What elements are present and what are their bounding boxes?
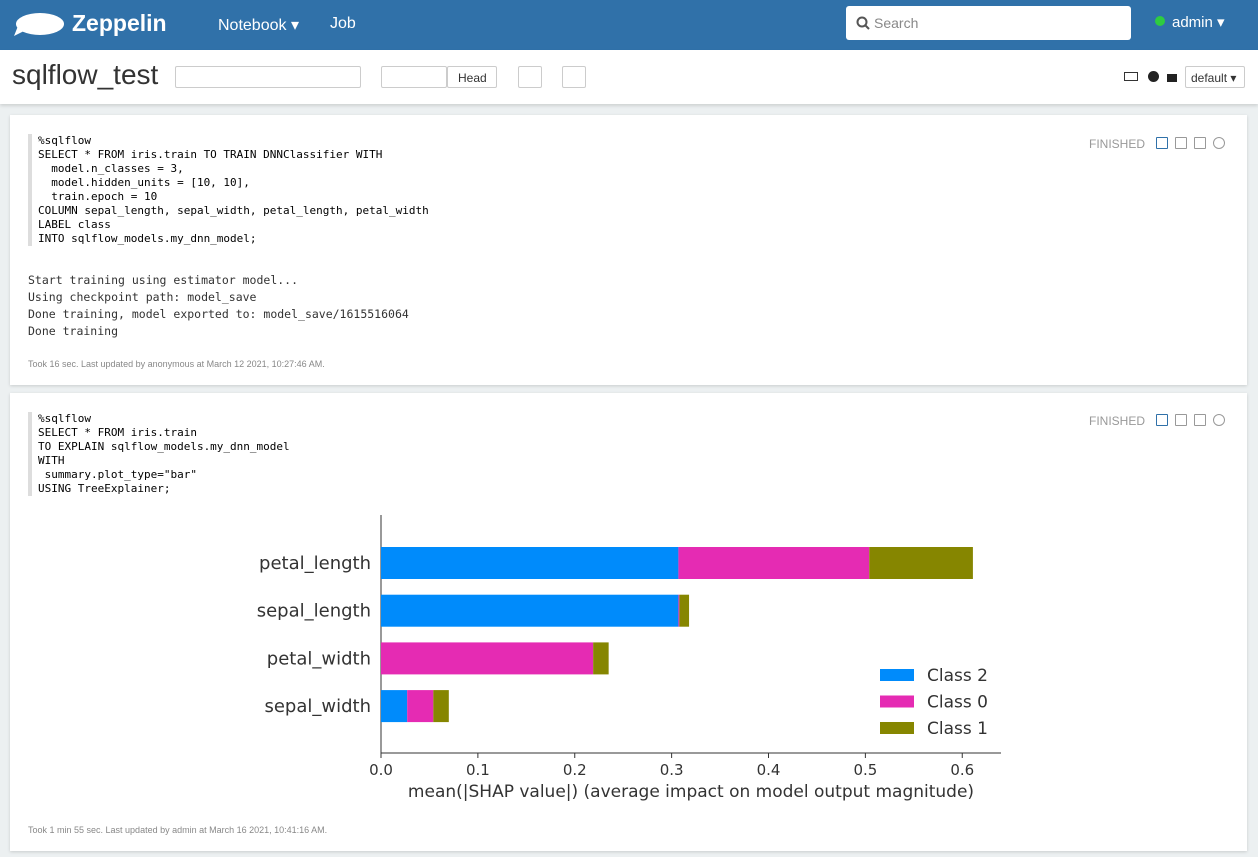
notebook-title[interactable]: sqlflow_test (12, 59, 159, 90)
paragraph-control[interactable] (1213, 414, 1225, 426)
bar (433, 690, 449, 723)
legend-swatch (880, 669, 914, 681)
delete-button[interactable] (562, 66, 586, 88)
x-tick-label: 0.4 (757, 761, 781, 779)
navbar: Zeppelin Notebook ▾ Job Search admin ▾ (0, 0, 1258, 50)
y-tick-label: petal_length (259, 553, 371, 574)
code-line: COLUMN sepal_length, sepal_width, petal_… (38, 204, 429, 217)
bar (678, 547, 870, 579)
x-tick-label: 0.6 (950, 761, 974, 779)
bar (381, 690, 408, 723)
paragraph: %sqlflow SELECT * FROM iris.train TO EXPLA… (10, 393, 1247, 851)
search-box[interactable]: Search (846, 6, 1131, 40)
paragraph-footer: Took 16 sec. Last updated by anonymous a… (28, 359, 325, 369)
legend-swatch (880, 722, 914, 734)
paragraph-control[interactable] (1175, 137, 1187, 149)
interpreter-label: default (1191, 71, 1228, 85)
code-line: LABEL class (38, 218, 111, 231)
user-name: admin (1172, 14, 1213, 31)
paragraph-status: FINISHED (1089, 414, 1146, 428)
x-tick-label: 0.3 (660, 761, 684, 779)
lock-icon[interactable] (1167, 74, 1177, 82)
output-line: Done training, model exported to: model_… (28, 307, 409, 321)
bar (678, 594, 680, 627)
legend-swatch (880, 695, 914, 708)
bar (869, 547, 973, 579)
code-line: SELECT * FROM iris.train (38, 426, 197, 439)
code-line: USING TreeExplainer; (38, 482, 171, 495)
code-line: %sqlflow (38, 412, 91, 425)
output-line: Start training using estimator model... (28, 273, 299, 287)
code-line: TO EXPLAIN sqlflow_models.my_dnn_model (38, 440, 290, 453)
code-line: WITH (38, 454, 65, 467)
menu-notebook[interactable]: Notebook ▾ (218, 17, 299, 34)
code-line: model.hidden_units = [10, 10], (38, 176, 250, 189)
head-button[interactable]: Head (447, 66, 497, 88)
menu-job[interactable]: Job (330, 15, 356, 32)
search-icon (856, 16, 870, 30)
output: Start training using estimator model... U… (28, 272, 409, 340)
settings-icon[interactable] (1148, 71, 1159, 82)
code-line: train.epoch = 10 (38, 190, 158, 203)
logo (14, 13, 64, 36)
x-tick-label: 0.2 (563, 761, 587, 779)
paragraph-control[interactable] (1194, 137, 1206, 149)
code-line: %sqlflow (38, 134, 91, 147)
interpreter-button[interactable]: default ▾ (1185, 66, 1245, 88)
code-editor[interactable]: %sqlflow SELECT * FROM iris.train TO EXPLA… (28, 412, 290, 496)
y-tick-label: sepal_length (257, 601, 371, 622)
chart: 0.0 0.1 0.2 0.3 0.4 0.5 0.6 mean(|SHAP value|) … (257, 515, 1001, 802)
legend-label: Class 2 (927, 666, 988, 686)
menu-label: Notebook (218, 17, 287, 34)
y-tick-label: sepal_width (264, 696, 371, 717)
code-editor[interactable]: %sqlflow SELECT * FROM iris.train TO TRAI… (28, 134, 429, 246)
x-tick-label: 0.0 (369, 761, 393, 779)
paragraph-control[interactable] (1175, 414, 1187, 426)
search-placeholder: Search (874, 15, 919, 31)
x-tick-label: 0.5 (853, 761, 877, 779)
code-line: summary.plot_type="bar" (38, 468, 197, 481)
x-tick-label: 0.1 (466, 761, 490, 779)
bar (593, 642, 609, 675)
search-code-button[interactable] (518, 66, 542, 88)
notebook-toolbar: sqlflow_test Head default ▾ (0, 50, 1258, 104)
output-line: Using checkpoint path: model_save (28, 290, 257, 304)
view-buttons[interactable] (381, 66, 447, 88)
code-line: SELECT * FROM iris.train TO TRAIN DNNCla… (38, 148, 383, 161)
legend-label: Class 1 (927, 719, 988, 739)
bar (679, 594, 690, 627)
paragraph-control[interactable] (1194, 414, 1206, 426)
bar (381, 547, 679, 579)
code-line: INTO sqlflow_models.my_dnn_model; (38, 232, 257, 245)
shortcut-icon[interactable] (1124, 72, 1138, 81)
status-dot (1155, 16, 1165, 26)
brand[interactable]: Zeppelin (72, 10, 167, 36)
action-buttons[interactable] (175, 66, 361, 88)
paragraph-control[interactable] (1156, 414, 1168, 426)
paragraph-control[interactable] (1156, 137, 1168, 149)
bar (407, 690, 434, 723)
y-tick-label: petal_width (267, 648, 371, 669)
x-axis-label: mean(|SHAP value|) (average impact on mo… (408, 782, 974, 802)
bar (381, 642, 594, 675)
code-line: model.n_classes = 3, (38, 162, 184, 175)
bar (381, 594, 679, 627)
paragraph-control[interactable] (1213, 137, 1225, 149)
legend-label: Class 0 (927, 693, 988, 713)
user-menu[interactable]: admin ▾ (1172, 14, 1225, 31)
paragraph: %sqlflow SELECT * FROM iris.train TO TRAI… (10, 115, 1247, 385)
paragraph-footer: Took 1 min 55 sec. Last updated by admin… (28, 825, 328, 835)
output-line: Done training (28, 324, 119, 338)
paragraph-status: FINISHED (1089, 137, 1146, 151)
